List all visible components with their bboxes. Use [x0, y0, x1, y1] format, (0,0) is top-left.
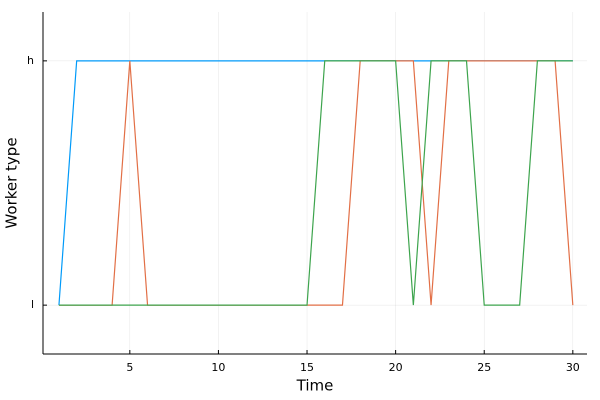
- y-tick-label: h: [27, 54, 34, 67]
- series-line: [58, 60, 574, 306]
- x-tick-label: 10: [211, 361, 225, 374]
- x-tick-label: 30: [566, 361, 580, 374]
- x-tick-label: 25: [477, 361, 491, 374]
- series-line: [58, 60, 573, 306]
- x-tick-label: 15: [300, 361, 314, 374]
- x-axis-label: Time: [296, 377, 334, 395]
- x-tick-label: 20: [389, 361, 403, 374]
- y-axis-label: Worker type: [3, 137, 21, 228]
- x-tick-label: 5: [126, 361, 133, 374]
- y-tick-label: l: [31, 298, 34, 311]
